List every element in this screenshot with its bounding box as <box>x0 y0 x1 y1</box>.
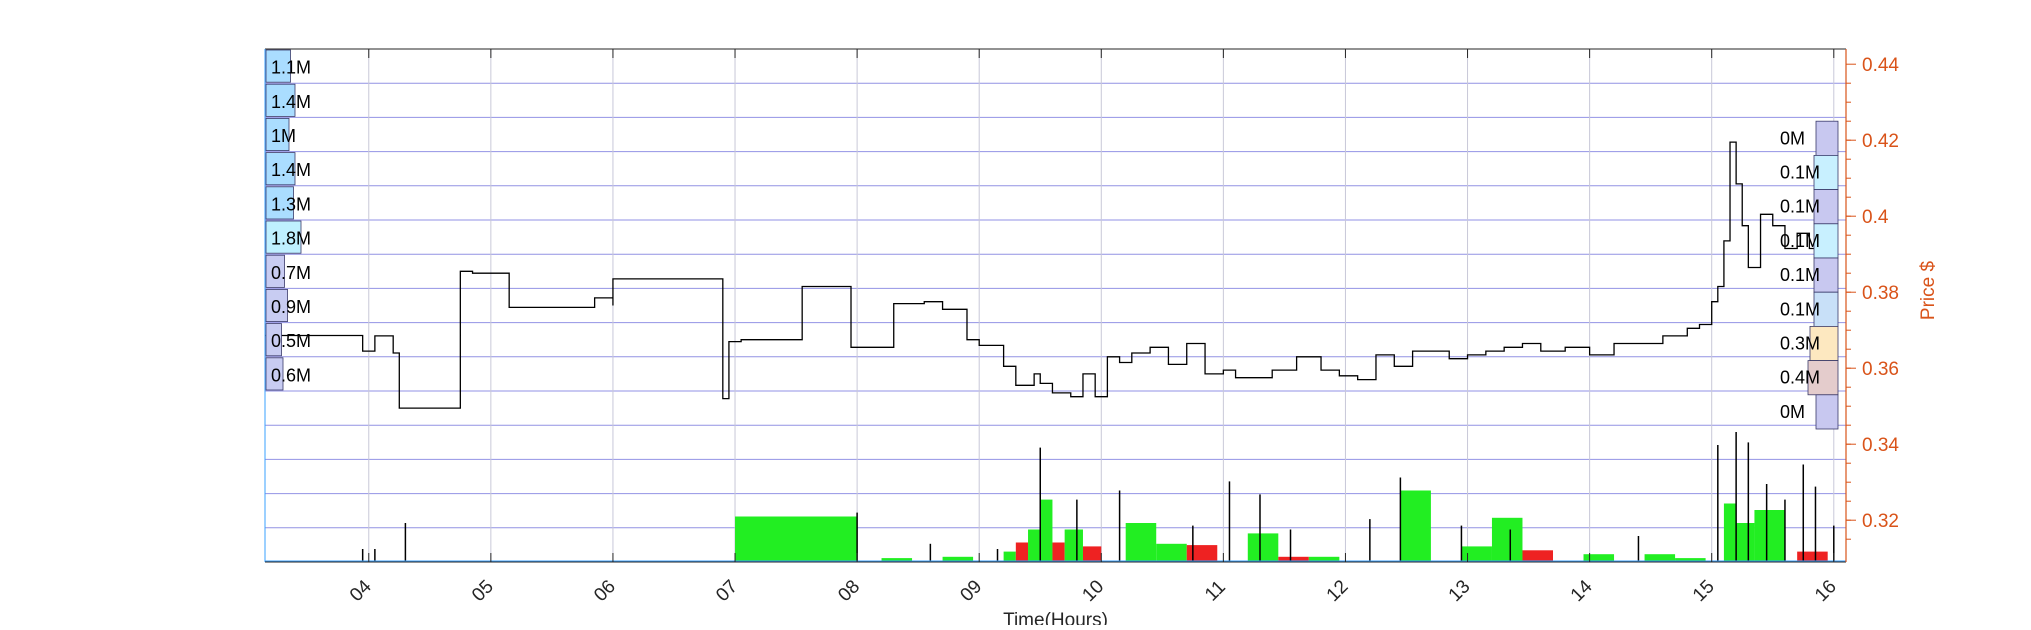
volume-bar <box>1754 510 1785 562</box>
right-profile-bar <box>1813 291 1839 327</box>
y-tick-label: 0.44 <box>1862 55 1899 76</box>
volume-bar <box>1064 529 1083 562</box>
right-profile-bar <box>1807 360 1839 396</box>
left-profile-label: 1.4M <box>271 92 311 112</box>
price-line <box>265 141 1823 409</box>
volume-bar <box>1186 545 1218 562</box>
x-tick-label: 10 <box>1078 576 1108 606</box>
x-tick-label: 13 <box>1445 576 1475 606</box>
volume-layer <box>265 432 1846 562</box>
volume-bar <box>1308 556 1340 562</box>
left-profile-bar <box>265 118 290 152</box>
left-profile-label: 1.8M <box>271 229 311 249</box>
x-tick-label: 06 <box>590 576 620 606</box>
right-profile-label: 0M <box>1780 402 1805 422</box>
x-tick-label: 08 <box>834 576 864 606</box>
left-profile-bar <box>265 186 294 220</box>
right-profile-bar <box>1813 223 1839 259</box>
x-tick-label: 05 <box>468 576 498 606</box>
left-profile-label: 1M <box>271 126 296 146</box>
volume-bar <box>1040 499 1053 562</box>
volume-bar <box>1400 490 1431 562</box>
volume-bar <box>1028 529 1041 562</box>
left-profile-label: 0.6M <box>271 365 311 385</box>
volume-bar <box>881 558 913 562</box>
x-tick-label: 04 <box>346 576 376 606</box>
left-profile-label: 0.9M <box>271 297 311 317</box>
x-tick-label: 14 <box>1567 576 1597 606</box>
x-tick-label: 12 <box>1323 576 1353 606</box>
x-tick-label: 09 <box>956 576 986 606</box>
volume-bar <box>1125 523 1157 562</box>
price-layer <box>265 141 1823 409</box>
right-profile-bar <box>1813 154 1839 190</box>
left-profile-bar <box>265 152 296 186</box>
volume-profile-layer: 1.1M 1.4M 1M 1.4M 1.3M 1.8M 0.7M 0.9M 0.5M 0.6M 0M… <box>265 49 1839 430</box>
left-profile-bar <box>265 49 291 83</box>
right-profile-label: 0.1M <box>1780 299 1820 319</box>
left-profile-bar <box>265 220 302 254</box>
y-tick-label: 0.36 <box>1862 359 1899 380</box>
volume-bar <box>1675 558 1706 562</box>
left-profile-bar <box>265 254 285 288</box>
right-profile-bar <box>1815 394 1839 430</box>
left-profile-label: 1.1M <box>271 58 311 78</box>
volume-bar <box>1522 550 1553 562</box>
right-profile-bar <box>1813 257 1839 293</box>
left-profile-label: 0.5M <box>271 331 311 351</box>
right-profile-label: 0.1M <box>1780 265 1820 285</box>
volume-bar <box>1491 517 1523 562</box>
x-axis-title: Time(Hours) <box>1003 610 1108 625</box>
right-profile-bar <box>1813 189 1839 225</box>
volume-bar <box>942 556 974 562</box>
volume-bar <box>1156 543 1187 562</box>
left-profile-bar <box>265 323 282 357</box>
right-profile-label: 0.1M <box>1780 197 1820 217</box>
right-profile-label: 0.1M <box>1780 231 1820 251</box>
x-tick-label: 11 <box>1201 577 1230 606</box>
volume-bar <box>1644 554 1676 562</box>
volume-bar <box>1247 533 1279 562</box>
left-profile-bar <box>265 83 296 117</box>
volume-bar <box>1015 542 1029 562</box>
x-tick-label: 15 <box>1689 576 1719 606</box>
y-tick-label: 0.32 <box>1862 511 1899 532</box>
volume-bar <box>735 516 858 562</box>
volume-bar <box>1082 546 1102 562</box>
volume-bar <box>1278 556 1309 562</box>
y-tick-label: 0.42 <box>1862 131 1899 152</box>
volume-bar <box>1583 554 1615 562</box>
volume-bar <box>1461 546 1492 562</box>
left-profile-bar <box>265 288 288 322</box>
volume-bar <box>1797 551 1828 562</box>
left-profile-label: 1.3M <box>271 194 311 214</box>
left-profile-bar <box>265 357 284 391</box>
grid-layer <box>265 48 1846 563</box>
right-profile-bar <box>1815 120 1839 156</box>
left-profile-label: 1.4M <box>271 160 311 180</box>
right-profile-label: 0.1M <box>1780 163 1820 183</box>
x-tick-label: 07 <box>712 576 742 606</box>
y-axis-title: Price $ <box>1918 261 1939 321</box>
x-tick-label: 16 <box>1811 576 1841 606</box>
axes-layer: 04 05 06 07 08 09 10 11 12 13 14 15 16 Time(Hours) 0.3… <box>264 48 1939 630</box>
volume-bar <box>1003 551 1016 562</box>
volume-bar <box>1723 503 1737 562</box>
y-tick-label: 0.34 <box>1862 435 1899 456</box>
right-profile-bar <box>1809 325 1839 361</box>
right-profile-label: 0.4M <box>1780 368 1820 388</box>
right-profile-label: 0.3M <box>1780 334 1820 354</box>
volume-bar <box>1052 542 1065 562</box>
volume-bar <box>1736 523 1755 562</box>
left-profile-label: 0.7M <box>271 263 311 283</box>
right-profile-label: 0M <box>1780 128 1805 148</box>
y-tick-label: 0.38 <box>1862 283 1899 304</box>
y-tick-label: 0.4 <box>1862 207 1889 228</box>
